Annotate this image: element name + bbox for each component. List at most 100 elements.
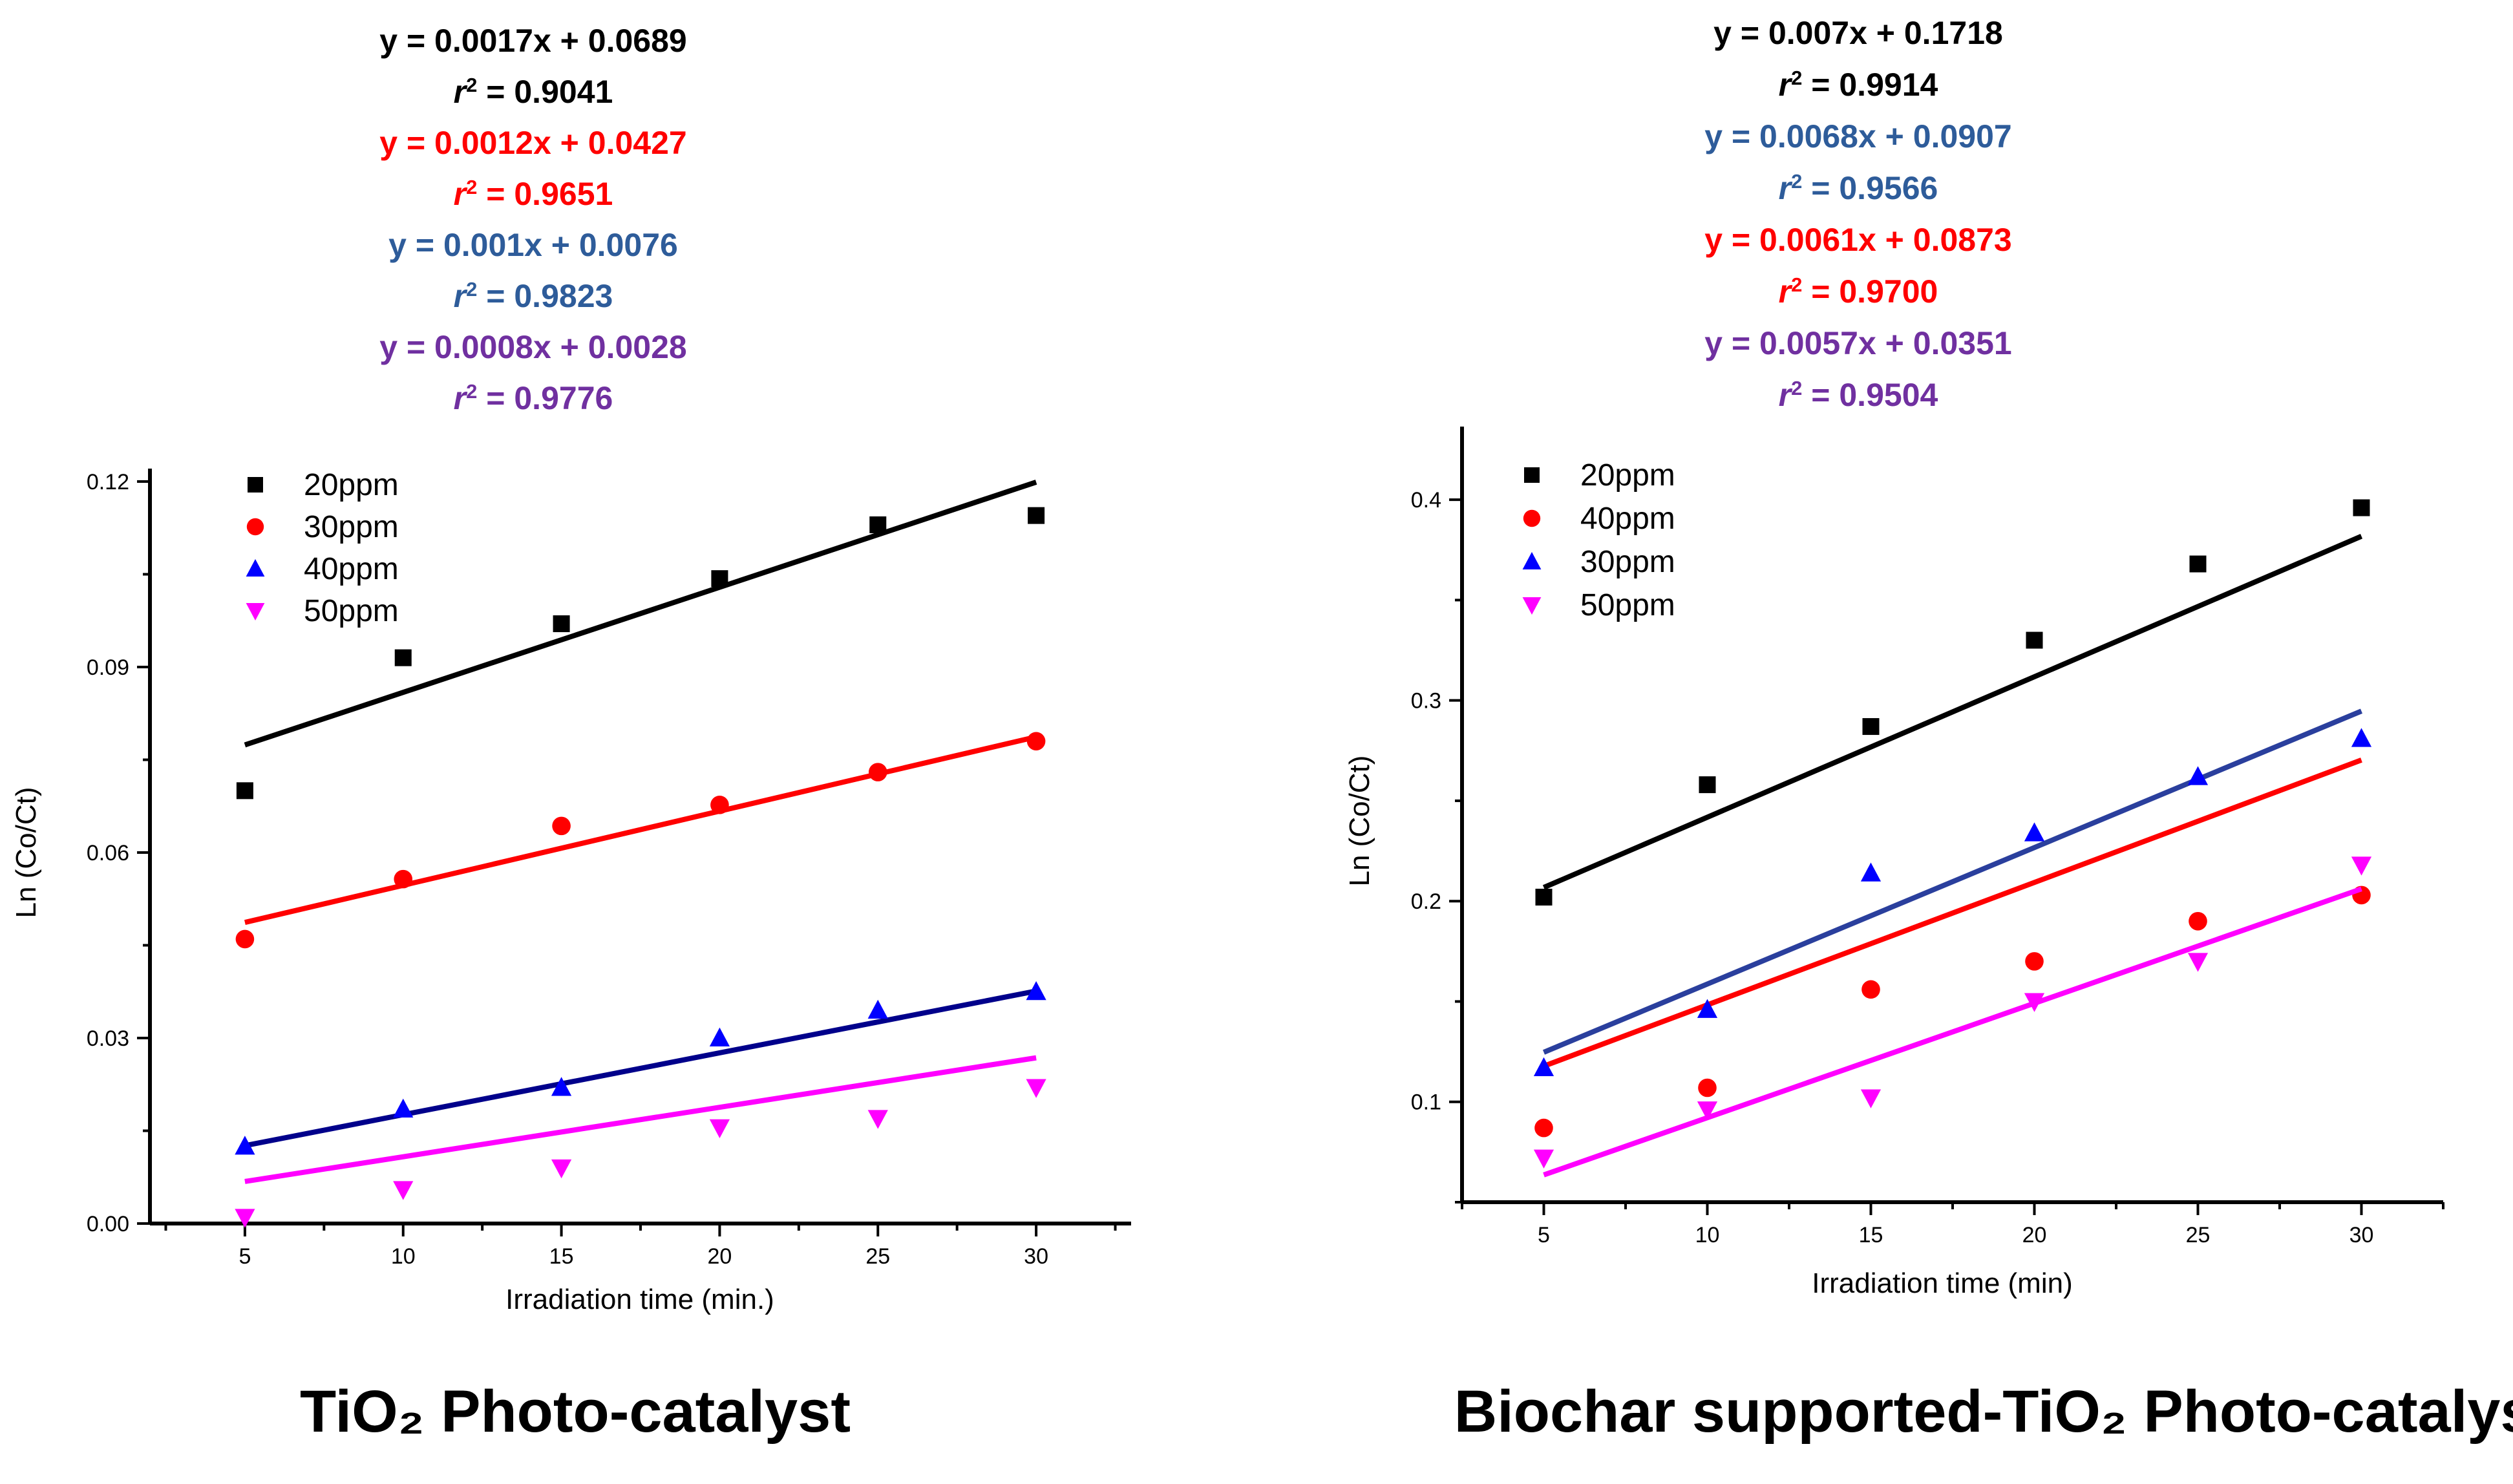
data-point <box>869 516 887 533</box>
data-point <box>1026 1079 1046 1098</box>
fit-line <box>1543 758 2362 1069</box>
fit-line <box>244 480 1037 748</box>
legend-label: 50ppm <box>304 594 399 628</box>
legend-label: 30ppm <box>304 510 399 544</box>
data-point <box>394 869 413 889</box>
data-point <box>1862 718 1880 736</box>
y-axis-label: Ln (Co/Ct) <box>1344 756 1375 887</box>
data-point <box>553 615 570 633</box>
data-point <box>2026 631 2043 649</box>
r-squared: r2 = 0.9041 <box>454 74 613 111</box>
legend-marker <box>1524 467 1540 483</box>
data-point <box>868 763 887 781</box>
data-point <box>2351 856 2372 876</box>
data-point <box>2187 766 2209 785</box>
legend-marker <box>1522 597 1542 615</box>
data-point <box>1026 981 1046 1001</box>
x-tick-label: 20 <box>2022 1223 2047 1247</box>
data-point <box>235 929 255 949</box>
data-point <box>1697 999 1718 1018</box>
fit-equation: y = 0.0012x + 0.0427 <box>379 125 686 161</box>
r-squared: r2 = 0.9566 <box>1779 170 1938 207</box>
y-tick-label: 0.09 <box>87 655 129 680</box>
data-point <box>2024 822 2045 842</box>
x-tick-label: 10 <box>391 1244 416 1269</box>
series-50ppm <box>235 1055 1046 1228</box>
chart-1: y = 0.0017x + 0.0689 r2 = 0.9041 y = 0.001… <box>10 23 1131 1445</box>
fit-line <box>1543 886 2362 1178</box>
data-point <box>552 816 571 836</box>
data-point <box>1028 507 1045 524</box>
data-point <box>393 1098 414 1118</box>
data-point <box>709 1119 730 1138</box>
legend-label: 20ppm <box>304 468 399 502</box>
y-axis-label: Ln (Co/Ct) <box>10 787 42 918</box>
y-tick-label: 0.2 <box>1411 889 1441 914</box>
x-tick-label: 20 <box>708 1244 732 1269</box>
data-point <box>1697 1101 1718 1121</box>
data-point <box>711 570 728 588</box>
series-40ppm <box>235 981 1046 1155</box>
fit-line <box>244 988 1037 1149</box>
r-squared: r2 = 0.9823 <box>454 278 613 315</box>
series-20ppm <box>236 480 1045 800</box>
data-point <box>551 1159 572 1179</box>
x-tick-label: 30 <box>1024 1244 1048 1269</box>
fit-line <box>244 734 1037 925</box>
data-point <box>394 649 412 666</box>
series-40ppm <box>1534 758 2371 1138</box>
fit-equation: y = 0.007x + 0.1718 <box>1713 15 2003 51</box>
legend-label: 40ppm <box>1580 502 1675 536</box>
legend-marker <box>248 477 263 493</box>
legend-label: 20ppm <box>1580 458 1675 493</box>
y-tick-label: 0.06 <box>87 841 129 865</box>
data-point <box>393 1181 414 1200</box>
data-point <box>1699 776 1716 794</box>
data-point <box>235 1136 255 1155</box>
data-point <box>2187 953 2209 972</box>
data-point <box>1698 1078 1717 1097</box>
data-point <box>1026 732 1046 751</box>
legend: 20ppm 30ppm 40ppm 50ppm <box>246 468 399 628</box>
fit-equation: y = 0.0057x + 0.0351 <box>1704 325 2011 361</box>
legend-label: 40ppm <box>304 552 399 586</box>
data-point <box>1533 1057 1554 1076</box>
chart-2: y = 0.007x + 0.1718 r2 = 0.9914 y = 0.0068… <box>1344 15 2513 1445</box>
x-tick-label: 30 <box>2349 1223 2374 1247</box>
x-tick-label: 5 <box>239 1244 251 1269</box>
legend-label: 30ppm <box>1580 545 1675 579</box>
data-point <box>1534 1118 1553 1138</box>
x-axis-label: Irradiation time (min) <box>1812 1267 2072 1299</box>
data-point <box>1860 862 1882 882</box>
legend-marker <box>246 518 264 536</box>
series-50ppm <box>1533 856 2372 1178</box>
series-20ppm <box>1535 499 2370 906</box>
y-tick-label: 0.4 <box>1411 488 1441 513</box>
x-tick-label: 5 <box>1538 1223 1550 1247</box>
chart-title: Biochar supported-TiO₂ Photo-catalyst <box>1454 1379 2513 1445</box>
x-tick-label: 10 <box>1695 1223 1720 1247</box>
legend-marker <box>1522 552 1542 569</box>
x-tick-label: 25 <box>2186 1223 2211 1247</box>
series-30ppm <box>235 732 1046 949</box>
data-point <box>2351 728 2372 747</box>
r-squared: r2 = 0.9651 <box>454 176 613 213</box>
fit-equation: y = 0.0008x + 0.0028 <box>379 329 686 365</box>
r-squared: r2 = 0.9914 <box>1779 67 1938 103</box>
data-point <box>1535 889 1553 906</box>
x-tick-label: 15 <box>1859 1223 1883 1247</box>
data-point <box>551 1077 572 1096</box>
x-tick-label: 25 <box>865 1244 890 1269</box>
x-tick-label: 15 <box>549 1244 574 1269</box>
fit-equation: y = 0.0068x + 0.0907 <box>1704 118 2011 154</box>
legend-marker <box>246 603 265 620</box>
y-tick-label: 0.03 <box>87 1026 129 1051</box>
legend-marker <box>1523 509 1541 527</box>
fit-line <box>244 1055 1037 1184</box>
legend-marker <box>246 559 265 577</box>
y-tick-label: 0.3 <box>1411 689 1441 714</box>
r-squared: r2 = 0.9504 <box>1779 377 1938 414</box>
data-point <box>1533 1149 1554 1169</box>
data-point <box>709 1027 730 1046</box>
